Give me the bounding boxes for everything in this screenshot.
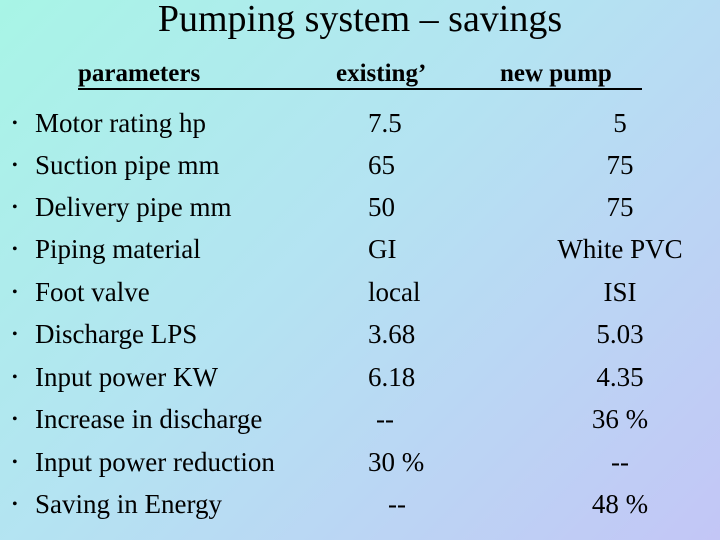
- param-label: Discharge LPS: [35, 319, 198, 349]
- table-row: • Input power KW 6.18 4.35: [0, 360, 720, 402]
- existing-value: 65: [368, 150, 395, 180]
- bullet-icon: •: [12, 157, 18, 174]
- param-label: Delivery pipe mm: [35, 192, 232, 222]
- new-pump-value: 75: [606, 192, 634, 222]
- table-row: • Delivery pipe mm 50 75: [0, 190, 720, 232]
- param-label: Saving in Energy: [35, 489, 222, 519]
- bullet-icon: •: [12, 496, 18, 513]
- existing-value: 50: [368, 192, 395, 222]
- table-row: • Saving in Energy -- 48 %: [0, 487, 720, 529]
- new-pump-value: 36 %: [591, 404, 649, 434]
- new-pump-value: 4.35: [596, 362, 644, 392]
- bullet-icon: •: [12, 326, 18, 343]
- existing-value: 7.5: [368, 108, 402, 138]
- new-pump-value: White PVC: [557, 234, 683, 264]
- param-label: Suction pipe mm: [35, 150, 220, 180]
- new-pump-value: --: [611, 447, 629, 477]
- table-row: • Piping material GI White PVC: [0, 232, 720, 274]
- existing-value: --: [388, 489, 406, 519]
- existing-value: 30 %: [368, 447, 425, 477]
- existing-value: local: [368, 277, 421, 307]
- bullet-icon: •: [12, 454, 18, 471]
- new-pump-value: 48 %: [591, 489, 649, 519]
- table-row: • Motor rating hp 7.5 5: [0, 106, 720, 148]
- header-parameters: parameters: [78, 60, 201, 87]
- new-pump-value: 5.03: [596, 319, 644, 349]
- header-underline: [78, 88, 642, 90]
- table-row: • Foot valve local ISI: [0, 275, 720, 317]
- header-new-pump: new pump: [500, 60, 612, 87]
- table-row: • Increase in discharge -- 36 %: [0, 402, 720, 444]
- bullet-icon: •: [12, 411, 18, 428]
- bullet-icon: •: [12, 115, 18, 132]
- bullet-icon: •: [12, 241, 18, 258]
- bullet-icon: •: [12, 199, 18, 216]
- new-pump-value: 5: [613, 108, 627, 138]
- existing-value: 6.18: [368, 362, 416, 392]
- table-row: • Discharge LPS 3.68 5.03: [0, 317, 720, 359]
- param-label: Input power KW: [35, 362, 218, 392]
- param-label: Foot valve: [35, 277, 150, 307]
- param-label: Piping material: [35, 234, 201, 264]
- param-label: Input power reduction: [35, 447, 275, 477]
- new-pump-value: ISI: [603, 277, 637, 307]
- existing-value: --: [376, 404, 394, 434]
- existing-value: GI: [368, 234, 397, 264]
- slide-title: Pumping system – savings: [157, 0, 563, 40]
- bullet-icon: •: [12, 369, 18, 386]
- table-row: • Input power reduction 30 % --: [0, 445, 720, 487]
- bullet-icon: •: [12, 284, 18, 301]
- existing-value: 3.68: [368, 319, 416, 349]
- new-pump-value: 75: [606, 150, 634, 180]
- header-existing: existing’: [336, 60, 427, 87]
- table-row: • Suction pipe mm 65 75: [0, 148, 720, 190]
- param-label: Increase in discharge: [35, 404, 263, 434]
- param-label: Motor rating hp: [35, 108, 206, 138]
